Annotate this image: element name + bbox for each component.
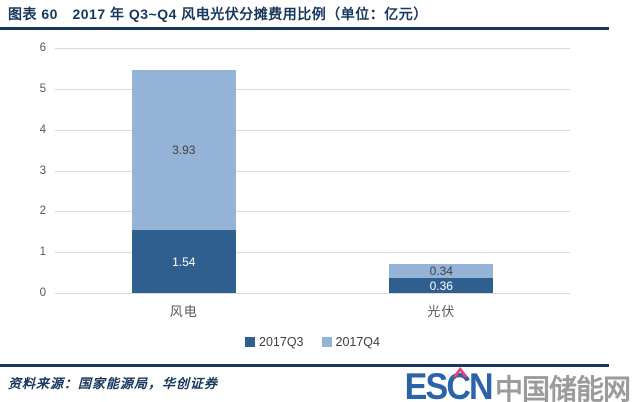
gridline [55, 293, 570, 294]
gridline [55, 170, 570, 172]
y-tick-label: 5 [39, 82, 46, 95]
legend-label: 2017Q3 [259, 335, 304, 349]
category-label: 风电 [169, 304, 198, 319]
gridline [55, 88, 570, 90]
figure-title: 图表 60 2017 年 Q3~Q4 风电光伏分摊费用比例（单位：亿元） [8, 6, 428, 22]
legend-label: 2017Q4 [335, 335, 380, 349]
y-tick-label: 3 [39, 164, 46, 177]
escn-logo-latin-text: ESCN [404, 366, 494, 402]
footer-divider [0, 364, 609, 367]
escn-logo-chinese-text: 中国储能网 [494, 374, 631, 402]
y-tick-label: 6 [39, 42, 46, 54]
escn-logo-letters: ESCN [404, 366, 494, 402]
gridline [55, 252, 570, 254]
gridline [55, 48, 570, 49]
bar-segment: 0.34 [389, 264, 494, 279]
y-tick-label: 4 [39, 123, 46, 136]
chart-legend: 2017Q3 2017Q4 [55, 335, 570, 349]
gridline [55, 211, 570, 213]
y-tick-label: 0 [39, 287, 46, 299]
bar-value-label: 0.34 [429, 264, 453, 279]
legend-swatch [245, 337, 256, 347]
bar-value-label: 1.54 [172, 254, 196, 269]
legend-item: 2017Q3 [245, 335, 304, 349]
bar-segment: 3.93 [131, 69, 236, 231]
bar-value-label: 3.93 [172, 142, 196, 157]
y-tick-label: 2 [39, 205, 46, 218]
escn-logo: ESCN 中国储能网 [397, 366, 631, 402]
title-divider [0, 27, 609, 30]
legend-item: 2017Q4 [321, 335, 380, 349]
bar-value-label: 0.36 [429, 278, 453, 293]
category-label: 光伏 [427, 304, 456, 319]
plot-area: 1.54 3.93 0.36 0.34 [55, 48, 570, 294]
gridline [55, 129, 570, 131]
legend-swatch [321, 337, 332, 347]
y-tick-label: 1 [39, 246, 46, 259]
bar-segment: 1.54 [131, 230, 236, 293]
source-note: 资料来源：国家能源局，华创证券 [8, 376, 219, 391]
bar-segment: 0.36 [389, 278, 494, 293]
